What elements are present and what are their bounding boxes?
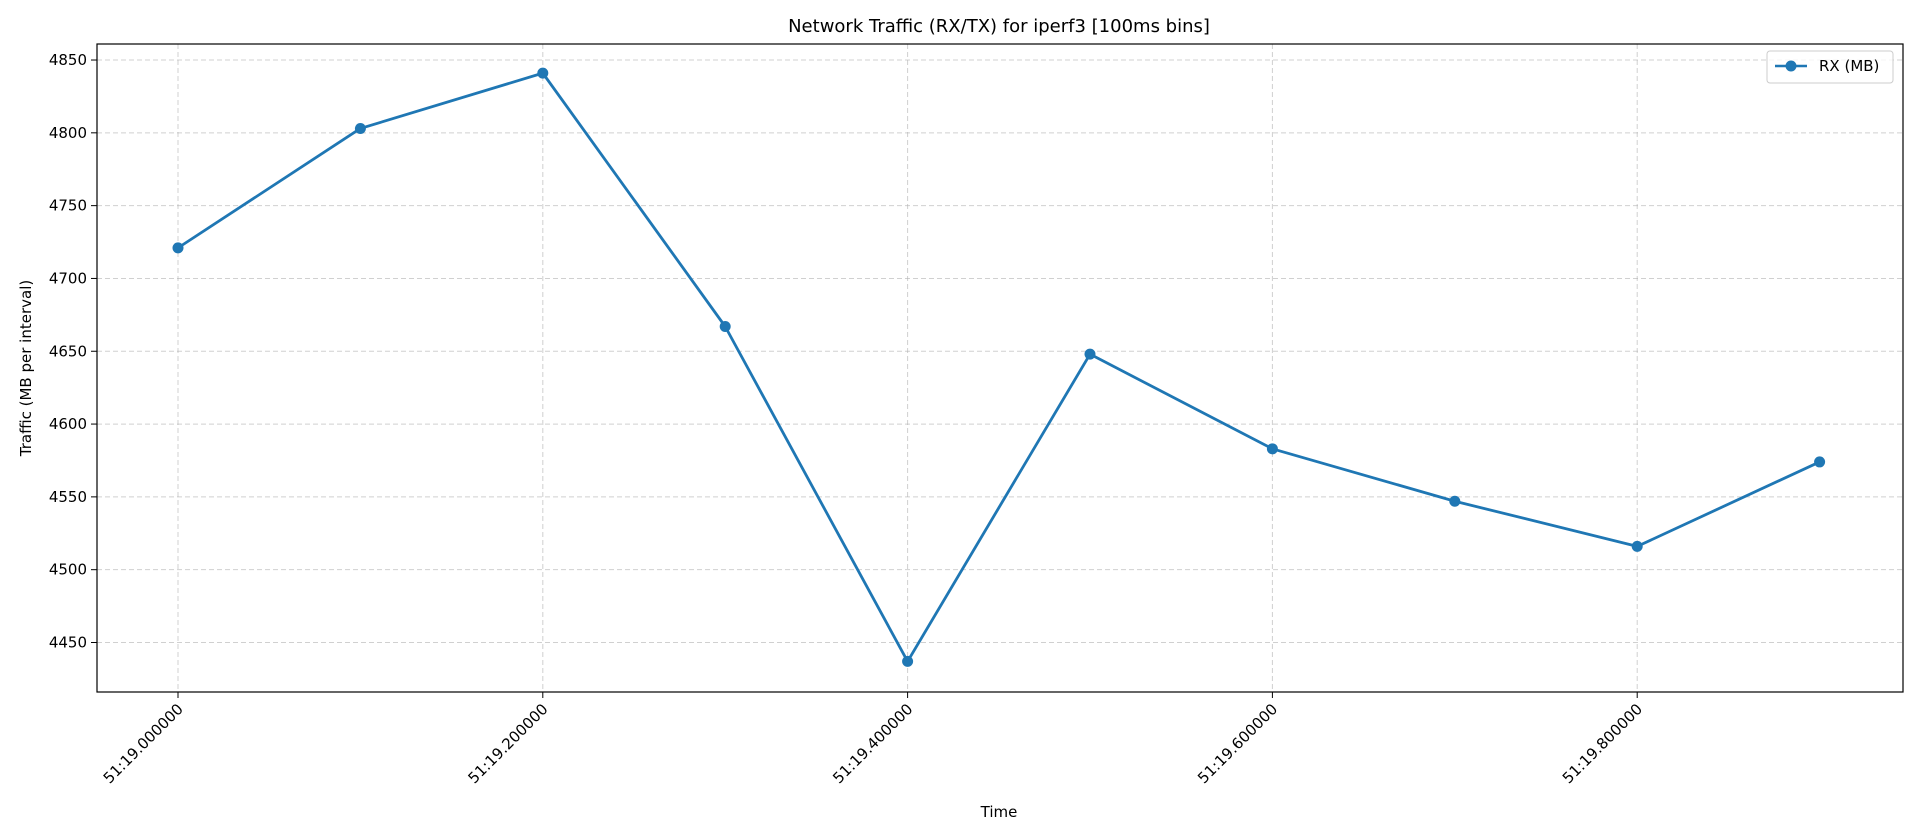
legend-frame: [1766, 50, 1894, 84]
data-point: [1814, 456, 1826, 468]
y-tick-label: 4500: [49, 561, 87, 579]
y-tick-label: 4850: [49, 51, 87, 69]
data-point: [537, 67, 549, 79]
y-axis-label: Traffic (MB per interval): [17, 280, 35, 457]
legend-marker-swatch: [1785, 60, 1797, 72]
data-point: [172, 242, 184, 254]
data-point: [354, 122, 366, 134]
grid: [97, 44, 1903, 692]
plot-frame: [96, 43, 1904, 693]
y-tick-label: 4700: [49, 269, 87, 287]
axes: 4450 4500 4550 4600 4650 4700 4750 4800 4850 51:1…: [49, 43, 1904, 787]
x-axis-label: Time: [980, 803, 1018, 821]
data-point: [719, 320, 731, 332]
series-layer: [172, 67, 1826, 667]
legend-entry-rx: RX (MB): [1819, 57, 1879, 75]
legend: RX (MB): [1766, 50, 1894, 84]
data-point: [1631, 540, 1643, 552]
chart-title: Network Traffic (RX/TX) for iperf3 [100m…: [788, 16, 1210, 37]
data-point: [902, 655, 914, 667]
data-point: [1266, 443, 1278, 455]
y-tick-label: 4800: [49, 124, 87, 142]
x-tick-label: 51:19.000000: [100, 700, 187, 787]
y-tick-label: 4750: [49, 197, 87, 215]
y-tick-label: 4600: [49, 415, 87, 433]
y-tick-label: 4550: [49, 488, 87, 506]
x-tick-label: 51:19.200000: [464, 700, 551, 787]
x-tick-label: 51:19.600000: [1194, 700, 1281, 787]
series-line-rx: [177, 71, 1821, 663]
y-tick-label: 4450: [49, 633, 87, 651]
x-tick-label: 51:19.800000: [1559, 700, 1646, 787]
x-tick-label: 51:19.400000: [829, 700, 916, 787]
data-point: [1449, 495, 1461, 507]
data-point: [1084, 348, 1096, 360]
y-tick-label: 4650: [49, 342, 87, 360]
